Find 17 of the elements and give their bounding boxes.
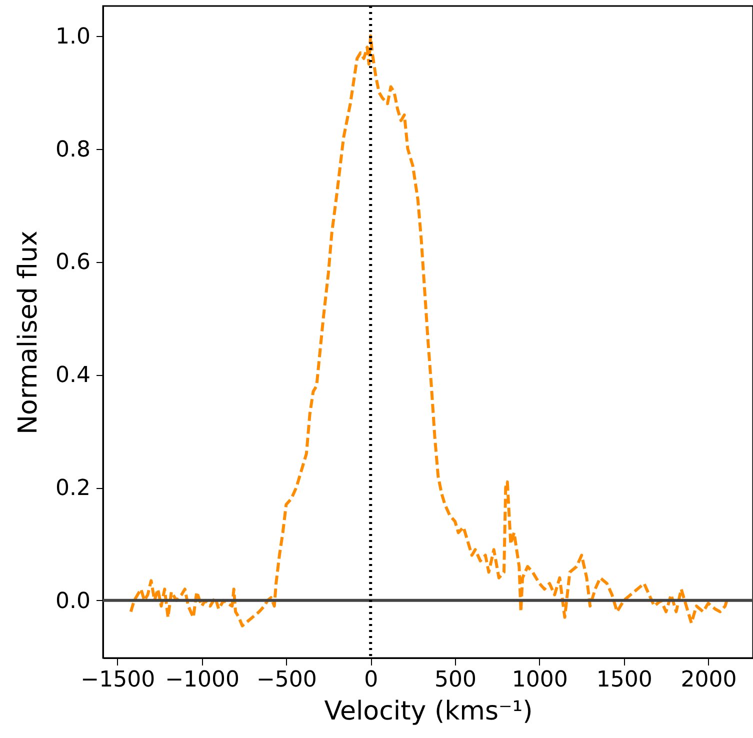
y-tick-label: 0.2 — [56, 476, 90, 502]
x-tick-label: 1500 — [596, 668, 652, 692]
y-tick-label: 0.0 — [56, 588, 90, 614]
x-tick-label: −1000 — [165, 668, 240, 692]
x-tick-label: 0 — [364, 668, 378, 692]
x-tick-label: 2000 — [680, 668, 737, 692]
x-axis-title: Velocity (kms⁻¹) — [324, 696, 533, 726]
y-tick-label: 0.8 — [56, 137, 90, 162]
x-tick-label: −500 — [256, 668, 317, 692]
x-tick-label: 1000 — [512, 668, 568, 692]
y-tick-label: 1.0 — [56, 24, 90, 50]
y-axis-title: Normalised flux — [14, 230, 44, 434]
x-tick-label: −1500 — [80, 668, 156, 692]
y-tick-label: 0.4 — [56, 363, 90, 388]
x-tick-label: 500 — [434, 668, 477, 692]
line-series — [129, 34, 728, 628]
y-tick-label: 0.6 — [56, 250, 90, 276]
